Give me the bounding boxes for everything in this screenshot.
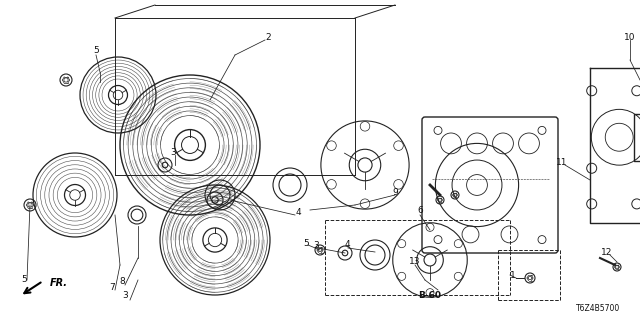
Text: 4: 4 bbox=[344, 239, 350, 249]
Text: 11: 11 bbox=[556, 157, 568, 166]
Text: FR.: FR. bbox=[50, 278, 68, 288]
Text: 5: 5 bbox=[303, 238, 309, 247]
Text: 7: 7 bbox=[109, 283, 115, 292]
Text: 9: 9 bbox=[392, 188, 398, 196]
Text: 3: 3 bbox=[313, 241, 319, 250]
Text: 5: 5 bbox=[21, 276, 27, 284]
Text: B-60: B-60 bbox=[419, 292, 442, 300]
Text: 1: 1 bbox=[510, 270, 516, 279]
Text: 6: 6 bbox=[417, 205, 423, 214]
Text: 12: 12 bbox=[602, 247, 612, 257]
Text: 3: 3 bbox=[122, 292, 128, 300]
Text: T6Z4B5700: T6Z4B5700 bbox=[576, 304, 620, 313]
Text: 4: 4 bbox=[295, 207, 301, 217]
Text: 10: 10 bbox=[624, 33, 636, 42]
Text: 13: 13 bbox=[409, 258, 420, 267]
Text: 2: 2 bbox=[265, 33, 271, 42]
Text: 5: 5 bbox=[93, 45, 99, 54]
Text: 3: 3 bbox=[170, 148, 176, 156]
Text: 8: 8 bbox=[119, 277, 125, 286]
